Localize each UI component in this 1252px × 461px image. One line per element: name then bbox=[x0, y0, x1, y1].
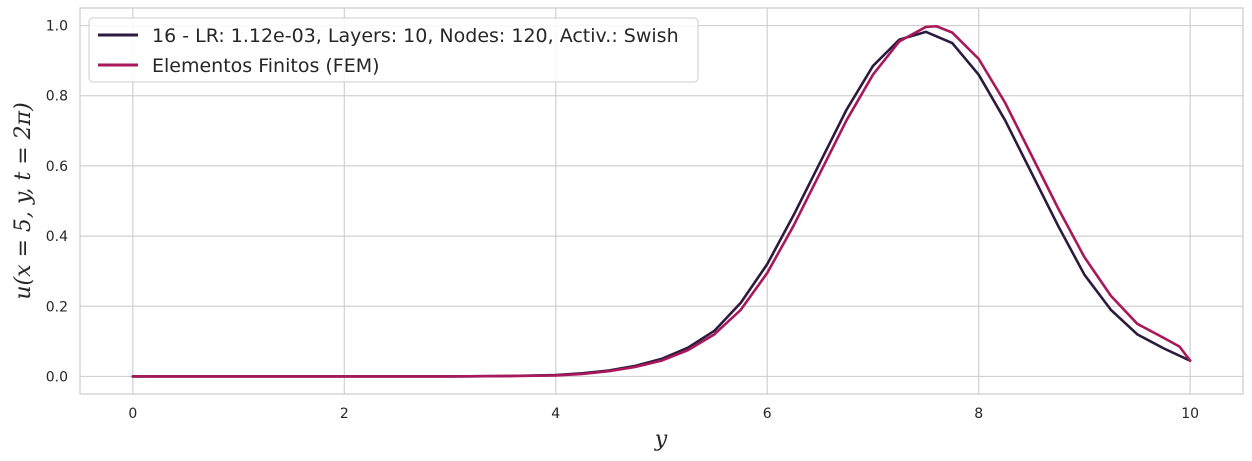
tick-labels: 0 2 4 6 8 10 0.0 0.2 0.4 0.6 0.8 1.0 bbox=[46, 19, 1199, 422]
legend-label-pinn: 16 - LR: 1.12e-03, Layers: 10, Nodes: 12… bbox=[152, 25, 679, 47]
grid-lines bbox=[80, 8, 1243, 394]
legend-box bbox=[88, 17, 699, 83]
x-tick-label: 10 bbox=[1181, 406, 1199, 422]
series-line-fem bbox=[131, 24, 1192, 378]
x-tick-label: 8 bbox=[974, 406, 983, 422]
y-tick-label: 0.8 bbox=[46, 89, 68, 105]
y-axis-label: u(x = 5, y, t = 2π) bbox=[11, 102, 36, 299]
series-lines bbox=[131, 24, 1192, 378]
y-tick-label: 0.4 bbox=[46, 229, 68, 245]
x-tick-label: 0 bbox=[128, 406, 137, 422]
y-tick-label: 0.0 bbox=[46, 369, 68, 385]
x-axis-label: y bbox=[654, 427, 668, 452]
y-tick-label: 1.0 bbox=[46, 19, 68, 35]
legend: 16 - LR: 1.12e-03, Layers: 10, Nodes: 12… bbox=[88, 17, 699, 83]
y-tick-label: 0.2 bbox=[46, 299, 68, 315]
legend-label-fem: Elementos Finitos (FEM) bbox=[152, 55, 380, 77]
x-tick-label: 6 bbox=[763, 406, 772, 422]
x-tick-label: 4 bbox=[551, 406, 560, 422]
x-tick-label: 2 bbox=[340, 406, 349, 422]
y-tick-label: 0.6 bbox=[46, 159, 68, 175]
